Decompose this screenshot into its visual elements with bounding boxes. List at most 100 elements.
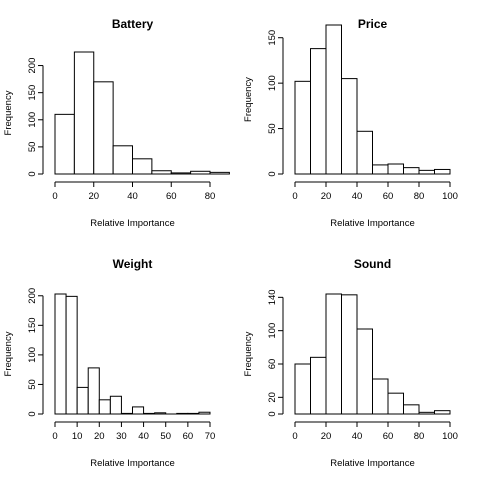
y-tick-label: 100 — [27, 112, 38, 128]
histogram-bar — [190, 170, 211, 175]
y-tick-label: 100 — [267, 75, 278, 91]
x-tick-label: 0 — [52, 191, 57, 202]
x-axis-label: Relative Importance — [330, 458, 414, 469]
x-tick-label: 70 — [205, 431, 216, 442]
histogram-bar — [65, 295, 78, 415]
y-tick-label: 0 — [27, 411, 38, 416]
x-tick-label: 60 — [383, 431, 394, 442]
histogram-bar — [54, 293, 67, 415]
y-axis-label: Frequency — [243, 77, 254, 122]
histogram-bar — [198, 411, 211, 415]
chart-panel-battery: Battery 0 20 40 60 80 0 50 100 150 200 Relative Imp… — [3, 17, 230, 229]
x-tick-label: 60 — [166, 191, 177, 202]
histogram-bar — [151, 170, 172, 175]
histogram-bar — [356, 328, 373, 415]
x-tick-label: 100 — [442, 191, 458, 202]
y-tick-label: 20 — [267, 392, 278, 403]
x-tick-label: 20 — [88, 191, 99, 202]
histogram-bar — [109, 395, 122, 415]
histogram-bar — [176, 412, 189, 415]
histogram-bar — [154, 412, 167, 415]
x-axis-label: Relative Importance — [90, 458, 174, 469]
y-tick-label: 0 — [267, 411, 278, 416]
histogram-bar — [73, 51, 95, 175]
histogram-bar — [434, 168, 451, 175]
x-tick-label: 40 — [127, 191, 138, 202]
x-tick-label: 10 — [72, 431, 83, 442]
chart-panel-weight: Weight 0 10 20 30 40 50 60 70 0 50 100 150 200 Relativ… — [3, 257, 215, 469]
histogram-bar — [294, 363, 311, 415]
x-tick-label: 80 — [414, 431, 425, 442]
histogram-bar — [54, 113, 75, 175]
y-tick-label: 200 — [27, 58, 38, 74]
histogram-bar — [341, 294, 358, 415]
y-tick-label: 0 — [267, 171, 278, 176]
x-tick-label: 40 — [352, 431, 363, 442]
histogram-bar — [387, 163, 404, 175]
histogram-bar — [403, 404, 420, 415]
histogram-bar — [93, 81, 114, 175]
histogram-bar — [187, 412, 200, 415]
chart-panel-sound: Sound 0 20 40 60 80 100 0 20 60 100 140 Relative Imp… — [243, 257, 458, 469]
chart-title: Price — [358, 17, 388, 31]
histogram-bar — [341, 78, 358, 175]
histogram-bar — [170, 172, 192, 175]
x-tick-label: 80 — [414, 191, 425, 202]
x-tick-label: 80 — [205, 191, 216, 202]
histogram-bar — [356, 130, 373, 175]
y-tick-label: 50 — [267, 123, 278, 134]
histogram-bar — [120, 412, 134, 415]
histogram-bar — [143, 412, 156, 415]
histogram-bar — [209, 171, 230, 175]
y-tick-label: 150 — [267, 30, 278, 46]
x-tick-label: 30 — [116, 431, 127, 442]
chart-panel-price: Price 0 20 40 60 80 100 0 50 100 150 Relative Impor… — [243, 17, 458, 229]
histogram-bar — [310, 356, 327, 415]
histogram-bar — [132, 158, 153, 175]
y-tick-label: 200 — [27, 288, 38, 304]
histogram-bar — [434, 410, 451, 415]
histogram-bar — [325, 24, 342, 175]
x-axis-label: Relative Importance — [330, 218, 414, 229]
x-tick-label: 40 — [352, 191, 363, 202]
histogram-bar — [87, 367, 100, 415]
histogram-bar — [325, 293, 342, 415]
y-axis-label: Frequency — [3, 331, 14, 376]
y-tick-label: 150 — [27, 85, 38, 101]
histogram-bar — [98, 399, 111, 415]
histogram-bar — [418, 411, 435, 415]
y-tick-label: 140 — [267, 289, 278, 305]
x-tick-label: 20 — [321, 431, 332, 442]
y-tick-label: 50 — [27, 142, 38, 153]
y-tick-label: 60 — [267, 359, 278, 370]
histogram-bar — [76, 386, 89, 415]
x-tick-label: 20 — [94, 431, 105, 442]
histogram-bar — [372, 378, 389, 415]
y-tick-label: 100 — [27, 347, 38, 363]
x-tick-label: 0 — [292, 431, 297, 442]
chart-title: Battery — [112, 17, 154, 31]
histogram-bar — [387, 392, 404, 415]
x-tick-label: 0 — [52, 431, 57, 442]
x-tick-label: 0 — [292, 191, 297, 202]
y-tick-label: 150 — [27, 317, 38, 333]
x-tick-label: 60 — [183, 431, 194, 442]
histogram-bar — [372, 164, 389, 175]
chart-title: Sound — [354, 257, 391, 271]
y-tick-label: 0 — [27, 171, 38, 176]
histogram-bar — [310, 48, 327, 175]
histogram-bar — [294, 80, 311, 175]
histogram-bar — [132, 406, 145, 415]
y-tick-label: 100 — [267, 323, 278, 339]
y-tick-label: 50 — [27, 379, 38, 390]
x-tick-label: 100 — [442, 431, 458, 442]
histogram-bar — [418, 169, 435, 175]
x-axis-label: Relative Importance — [90, 218, 174, 229]
x-tick-label: 40 — [138, 431, 149, 442]
histogram-bar — [112, 145, 133, 175]
histogram-bar — [403, 167, 420, 175]
y-axis-label: Frequency — [3, 90, 14, 135]
y-axis-label: Frequency — [243, 331, 254, 376]
x-tick-label: 60 — [383, 191, 394, 202]
